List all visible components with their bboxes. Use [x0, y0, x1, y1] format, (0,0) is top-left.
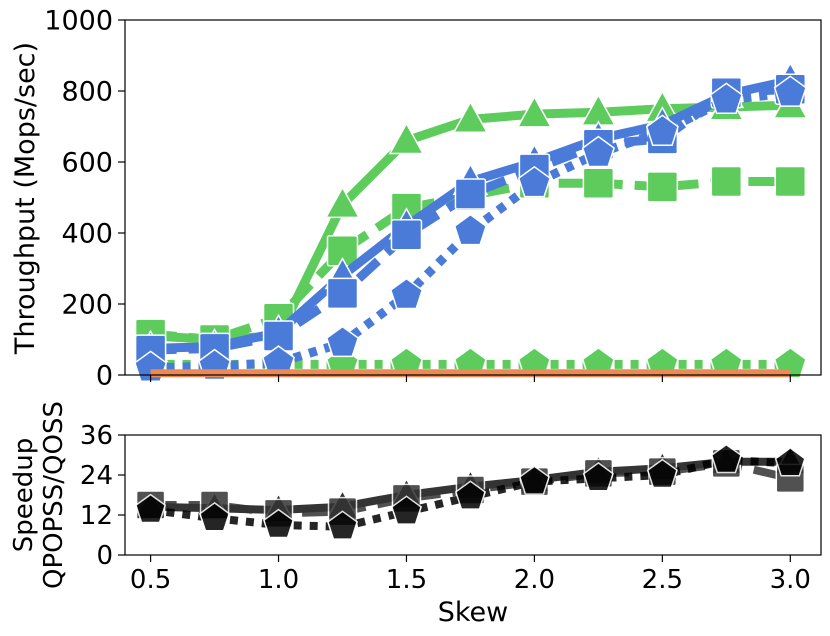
y-tick-label: 600 [61, 147, 113, 178]
data-point-speedup-pentagon-dotted [774, 446, 806, 477]
data-point-blue-pentagon-dotted [773, 75, 807, 107]
y-tick-label: 24 [80, 461, 113, 491]
throughput-y-ticks: 0 200 400 600 800 1000 [44, 5, 125, 391]
throughput-plot-frame [124, 19, 822, 376]
throughput-series-group [132, 61, 809, 382]
x-tick-label: 1.0 [258, 565, 299, 595]
x-tick-label: 2.0 [514, 565, 555, 595]
data-point-speedup-pentagon-dotted [327, 510, 358, 540]
speedup-panel: 0 12 24 36 0.5 1.0 1.5 2.0 2.5 3.0 Speedup QPOPS… [9, 401, 822, 628]
x-tick-label: 3.0 [770, 565, 811, 595]
speedup-series-group [133, 443, 807, 540]
x-tick-label: 0.5 [130, 565, 171, 595]
data-point-speedup-pentagon-dotted [710, 443, 742, 474]
throughput-x-ticks [149, 375, 791, 382]
data-point-speedup-pentagon-dotted [582, 461, 614, 492]
series-blue-pentagon-dotted [134, 75, 807, 382]
data-point-speedup-pentagon-dotted [646, 458, 678, 489]
data-point-speedup-pentagon-dotted [454, 480, 486, 510]
data-point-green-triangle-solid [452, 100, 489, 133]
data-point-green-square-dashed [582, 167, 615, 200]
speedup-y-axis-label-line2: QPOPSS/QOSS [39, 401, 69, 589]
data-point-blue-square-dashed [454, 178, 487, 210]
data-point-blue-square-dashed [390, 219, 423, 251]
data-point-speedup-pentagon-dotted [263, 508, 295, 539]
x-axis-label: Skew [438, 597, 509, 628]
data-point-speedup-pentagon-dotted [518, 465, 550, 495]
y-tick-label: 0 [96, 541, 113, 571]
y-tick-label: 36 [80, 421, 113, 451]
data-point-blue-pentagon-dotted [645, 114, 679, 146]
data-point-green-square-dashed [774, 165, 807, 198]
data-point-green-triangle-solid [324, 185, 361, 219]
y-tick-label: 12 [80, 501, 113, 531]
data-point-blue-square-dashed [326, 277, 359, 310]
speedup-y-axis-label-line1: Speedup [9, 438, 39, 553]
data-point-blue-pentagon-dotted [325, 325, 360, 358]
y-tick-label: 400 [61, 218, 113, 249]
data-point-blue-pentagon-dotted [581, 135, 615, 168]
speedup-plot-frame [124, 434, 822, 556]
data-point-blue-pentagon-dotted [517, 165, 551, 198]
data-point-speedup-pentagon-dotted [135, 493, 167, 524]
data-point-blue-pentagon-dotted [453, 213, 487, 246]
throughput-panel: 0 200 400 600 800 1000 Throughput (Mops/sec) [10, 5, 822, 391]
speedup-y-ticks: 0 12 24 36 [80, 421, 125, 571]
data-point-green-square-dashed [646, 171, 679, 203]
data-point-blue-pentagon-dotted [389, 277, 424, 310]
data-point-blue-pentagon-dotted [709, 82, 743, 114]
y-tick-label: 200 [61, 289, 113, 320]
x-tick-label: 2.5 [642, 565, 683, 595]
data-point-speedup-pentagon-dotted [390, 495, 422, 525]
throughput-y-axis-label: Throughput (Mops/sec) [10, 42, 41, 355]
y-tick-label: 0 [96, 360, 113, 391]
series-speedup-pentagon-dotted [135, 443, 806, 540]
x-tick-label: 1.5 [386, 565, 427, 595]
y-tick-label: 1000 [44, 5, 113, 36]
speedup-x-ticks: 0.5 1.0 1.5 2.0 2.5 3.0 [130, 555, 811, 595]
data-point-green-triangle-solid [516, 95, 553, 128]
y-tick-label: 800 [61, 76, 113, 107]
data-point-green-triangle-solid [388, 122, 425, 155]
data-point-green-square-dashed [710, 165, 743, 198]
data-point-speedup-pentagon-dotted [199, 501, 231, 532]
